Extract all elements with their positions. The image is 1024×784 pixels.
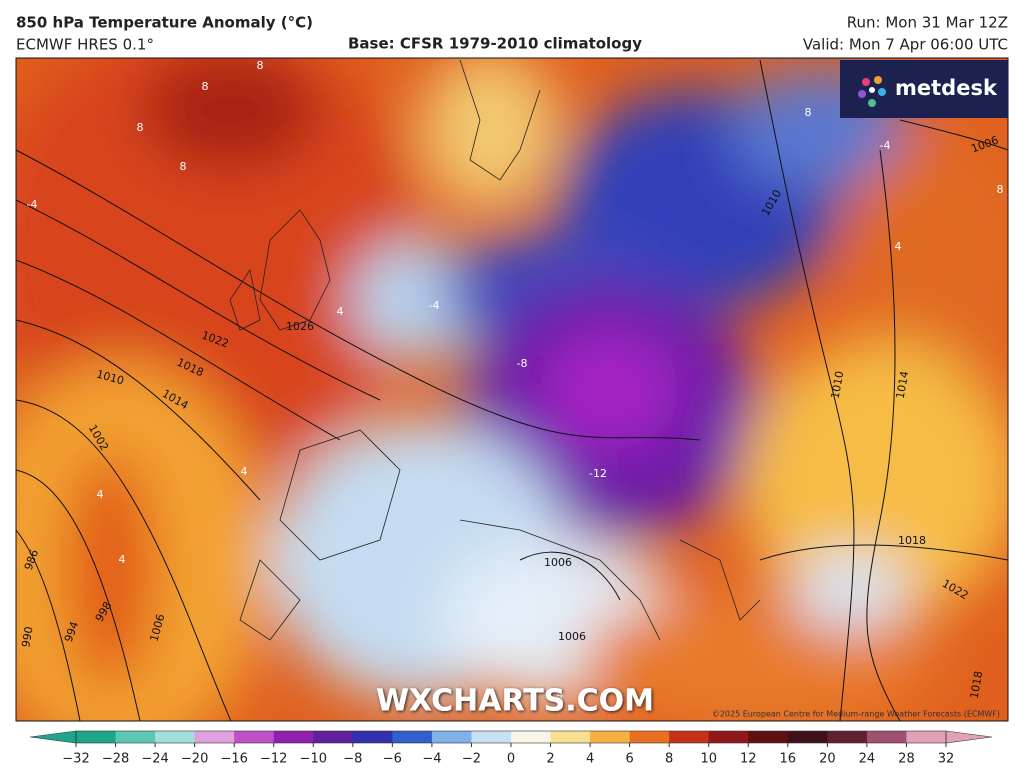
logo-icon <box>858 76 886 107</box>
colorbar-tick-label: −2 <box>462 752 481 767</box>
colorbar-segment <box>115 731 156 743</box>
anomaly-label: 8 <box>997 183 1004 196</box>
anomaly-label: 4 <box>97 488 104 501</box>
colorbar-segment <box>234 731 275 743</box>
anomaly-label: 8 <box>805 106 812 119</box>
isobar-label: 1014 <box>894 370 912 400</box>
isobars <box>16 59 1008 721</box>
anomaly-label: 4 <box>557 688 564 701</box>
anomaly-label: -12 <box>589 467 607 480</box>
colorbar-extension-high <box>945 730 993 744</box>
colorbar-tick-label: 10 <box>700 752 717 767</box>
colorbar-tick-label: 0 <box>507 752 515 767</box>
colorbar-segment <box>866 731 907 743</box>
valid-time: Valid: Mon 7 Apr 06:00 UTC <box>803 36 1008 54</box>
watermark: WXCHARTS.COM <box>376 684 654 719</box>
colorbar-segment <box>352 731 393 743</box>
colorbar-tick-label: 6 <box>625 752 633 767</box>
colorbar-tick-label: 12 <box>740 752 757 767</box>
colorbar-segment <box>431 731 472 743</box>
colorbar-segment <box>787 731 828 743</box>
colorbar-tick-label: −32 <box>62 752 89 767</box>
isobar-label: 1006 <box>558 630 586 643</box>
run-time: Run: Mon 31 Mar 12Z <box>847 14 1008 32</box>
colorbar-segment <box>748 731 789 743</box>
anomaly-label: 4 <box>895 240 902 253</box>
anomaly-label: -4 <box>880 139 891 152</box>
colorbar-segment <box>906 731 947 743</box>
colorbar-segment <box>669 731 710 743</box>
colorbar-segment <box>194 731 235 743</box>
anomaly-label: 4 <box>119 553 126 566</box>
colorbar-segment <box>392 731 433 743</box>
anomaly-label: -8 <box>517 357 528 370</box>
model: ECMWF HRES 0.1° <box>16 36 154 54</box>
anomaly-label: 8 <box>202 80 209 93</box>
coastlines <box>229 59 761 641</box>
anomaly-label: 4 <box>337 305 344 318</box>
colorbar-segment <box>155 731 196 743</box>
colorbar-tick-label: −28 <box>102 752 129 767</box>
logo-text: metdesk <box>895 76 998 100</box>
isobar-label: 1018 <box>898 534 926 547</box>
colorbar-tick-label: 28 <box>898 752 915 767</box>
colorbar-tick-label: −8 <box>343 752 362 767</box>
isobar-label: 1018 <box>968 670 986 700</box>
colorbar-tick-label: −12 <box>260 752 287 767</box>
isobar-label: 990 <box>19 625 35 648</box>
colorbar-segment <box>827 731 868 743</box>
colorbar-segment <box>313 731 354 743</box>
colorbar-tick-label: −4 <box>422 752 441 767</box>
colorbar-segment <box>629 731 670 743</box>
colorbar-tick-label: 4 <box>586 752 594 767</box>
copyright: ©2025 European Centre for Medium-range W… <box>712 710 1000 719</box>
colorbar-tick-label: 32 <box>938 752 955 767</box>
colorbar-segment <box>590 731 631 743</box>
colorbar-segment <box>273 731 314 743</box>
colorbar-tick-label: 8 <box>665 752 673 767</box>
colorbar-extension-low <box>29 730 77 744</box>
anomaly-label: -4 <box>429 299 440 312</box>
anomaly-label: 8 <box>137 121 144 134</box>
colorbar-tick-label: 2 <box>546 752 554 767</box>
colorbar-segment <box>511 731 552 743</box>
map-frame <box>15 57 1009 722</box>
anomaly-label: 8 <box>180 160 187 173</box>
base: Base: CFSR 1979-2010 climatology <box>348 35 642 53</box>
colorbar-tick-label: −20 <box>181 752 208 767</box>
anomaly-label: 4 <box>241 465 248 478</box>
colorbar-tick-label: −24 <box>141 752 168 767</box>
logo-box <box>840 60 1008 118</box>
colorbar-tick-label: 16 <box>780 752 797 767</box>
colorbar-tick-label: −10 <box>300 752 327 767</box>
colorbar-tick-label: −6 <box>383 752 402 767</box>
colorbar-tick-label: 24 <box>859 752 876 767</box>
colorbar-segment <box>708 731 749 743</box>
title: 850 hPa Temperature Anomaly (°C) <box>16 14 313 32</box>
colorbar-tick-label: −16 <box>220 752 247 767</box>
anomaly-field <box>16 58 1008 721</box>
isobar-label: 1010 <box>829 370 847 400</box>
colorbar: −32 −28 −24 −20 −16 −12 −10 −8 −6 −4 −2 0 2 4 6 8 10 12 16… <box>29 730 993 767</box>
colorbar-segment <box>550 731 591 743</box>
isobar-label: 1006 <box>544 556 572 569</box>
anomaly-label: -4 <box>27 198 38 211</box>
isobar-label: 1026 <box>286 320 314 333</box>
anomaly-label: 8 <box>257 59 264 72</box>
colorbar-segment <box>76 731 117 743</box>
colorbar-segment <box>471 731 512 743</box>
colorbar-tick-label: 20 <box>819 752 836 767</box>
